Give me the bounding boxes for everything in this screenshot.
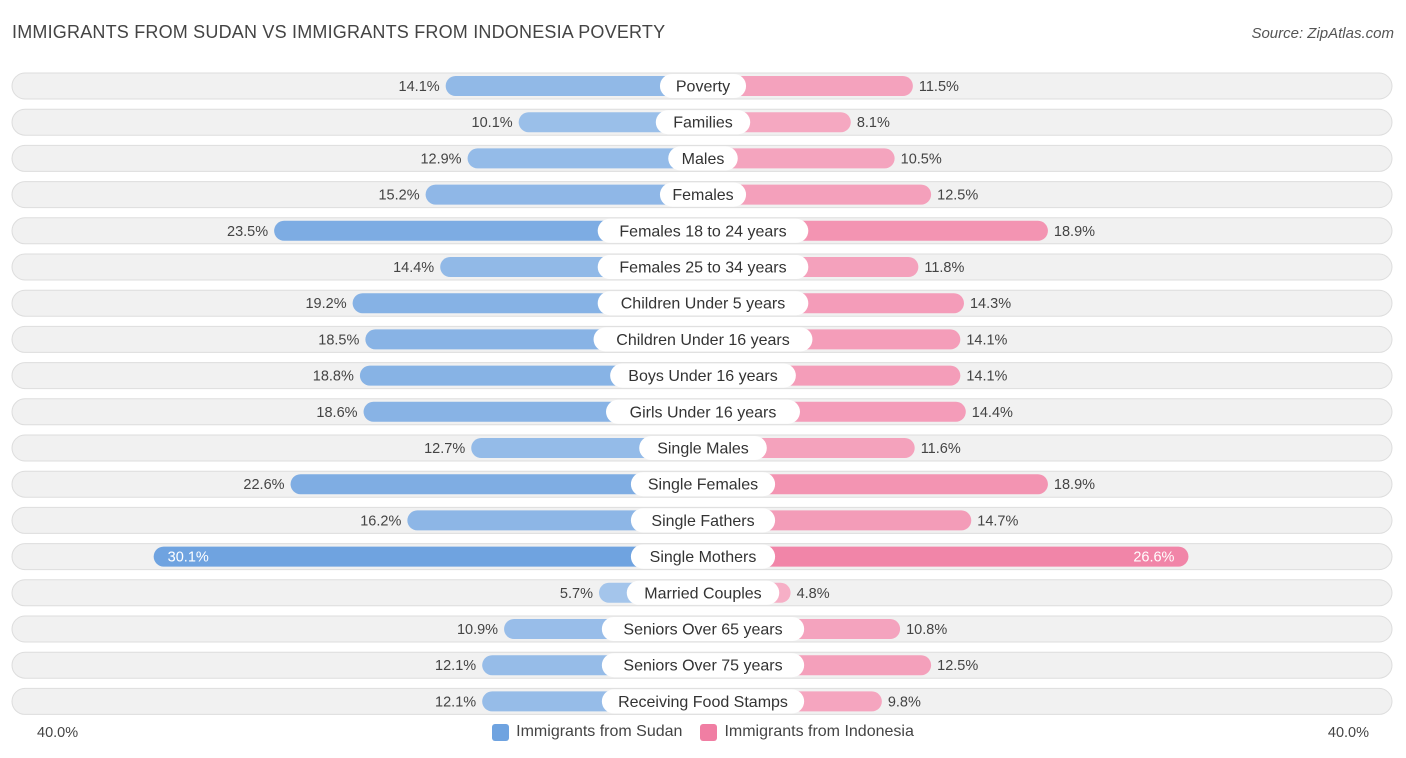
value-label-indonesia: 10.8% (906, 622, 947, 638)
value-label-sudan: 18.6% (316, 405, 357, 421)
value-label-indonesia: 4.8% (797, 586, 830, 602)
bar-sudan (290, 474, 703, 495)
value-label-sudan: 12.1% (435, 694, 476, 710)
value-label-sudan: 12.1% (435, 658, 476, 674)
value-label-sudan: 22.6% (243, 477, 284, 493)
category-pill (668, 146, 738, 171)
legend-swatch-indonesia (700, 723, 718, 741)
value-label-indonesia: 8.1% (857, 115, 890, 131)
legend-item-sudan: Immigrants from Sudan (492, 723, 682, 741)
value-label-sudan: 14.4% (393, 260, 434, 276)
value-label-indonesia: 11.6% (921, 441, 961, 457)
bar-indonesia (703, 184, 932, 205)
category-label: Females 25 to 34 years (619, 260, 786, 277)
chart-title: IMMIGRANTS FROM SUDAN VS IMMIGRANTS FROM… (12, 22, 666, 42)
category-pill (630, 472, 776, 497)
value-label-sudan: 5.7% (560, 586, 593, 602)
bar-sudan (425, 184, 703, 205)
value-label-indonesia: 9.8% (888, 694, 921, 710)
value-label-sudan: 15.2% (378, 188, 419, 204)
bar-indonesia (703, 474, 1048, 495)
value-label-sudan: 18.5% (318, 332, 359, 348)
legend-item-indonesia: Immigrants from Indonesia (700, 723, 914, 741)
category-label: Single Mothers (650, 549, 757, 566)
value-label-indonesia: 18.9% (1054, 224, 1095, 240)
category-label: Poverty (676, 79, 730, 96)
legend-label-indonesia: Immigrants from Indonesia (724, 723, 914, 740)
category-label: Married Couples (644, 585, 761, 602)
category-label: Families (673, 115, 733, 132)
legend-label-sudan: Immigrants from Sudan (516, 723, 683, 740)
category-label: Girls Under 16 years (630, 404, 777, 421)
category-label: Single Males (657, 441, 749, 458)
value-label-indonesia: 14.7% (977, 513, 1018, 529)
value-label-sudan: 12.7% (424, 441, 465, 457)
category-label: Single Fathers (651, 513, 754, 530)
value-label-sudan: 23.5% (227, 224, 268, 240)
bar-indonesia (703, 76, 913, 96)
category-pill (655, 110, 751, 135)
category-label: Seniors Over 65 years (623, 622, 782, 639)
value-label-indonesia: 18.9% (1054, 477, 1095, 493)
bar-indonesia (703, 148, 895, 169)
value-label-indonesia: 12.5% (937, 658, 978, 674)
category-pill (659, 74, 747, 98)
category-label: Receiving Food Stamps (618, 694, 788, 711)
category-pill (601, 617, 805, 641)
category-pill (601, 689, 805, 714)
category-label: Children Under 5 years (621, 296, 786, 313)
value-label-sudan: 30.1% (168, 550, 209, 566)
value-label-indonesia: 26.6% (1133, 550, 1174, 566)
category-label: Females (672, 187, 733, 204)
diverging-bar-chart: 14.1% 11.5% Poverty 10.1% 8.1% Families 12.9% 1… (11, 72, 1393, 715)
category-label: Males (682, 151, 725, 168)
category-label: Single Females (648, 477, 758, 494)
category-pill (659, 182, 747, 207)
category-pill (639, 436, 767, 460)
bar-sudan (274, 220, 703, 241)
category-pill (601, 653, 805, 678)
value-label-sudan: 12.9% (420, 151, 461, 167)
axis-label-right: 40.0% (1327, 725, 1369, 741)
category-pill (630, 508, 776, 533)
legend-swatch-sudan (492, 723, 510, 741)
category-pill (593, 327, 813, 352)
category-pill (610, 363, 796, 388)
value-label-indonesia: 10.5% (901, 151, 942, 167)
value-label-indonesia: 14.4% (972, 405, 1013, 421)
bar-indonesia (703, 546, 1189, 567)
category-pill (597, 291, 809, 316)
value-label-sudan: 18.8% (313, 369, 354, 385)
category-pill (597, 218, 809, 243)
category-label: Seniors Over 75 years (623, 658, 782, 675)
value-label-sudan: 10.1% (472, 115, 513, 131)
category-pill (597, 255, 809, 279)
category-pill (630, 544, 776, 569)
value-label-indonesia: 14.3% (970, 296, 1011, 312)
bar-sudan (445, 76, 703, 96)
category-pill (626, 580, 780, 605)
value-label-sudan: 10.9% (457, 622, 498, 638)
value-label-sudan: 19.2% (305, 296, 346, 312)
category-label: Children Under 16 years (616, 332, 789, 349)
value-label-indonesia: 12.5% (937, 188, 978, 204)
value-label-indonesia: 14.1% (966, 332, 1007, 348)
value-label-sudan: 16.2% (360, 513, 401, 529)
value-label-indonesia: 11.8% (924, 260, 964, 276)
category-pill (606, 399, 800, 424)
bar-sudan (153, 546, 704, 567)
category-label: Boys Under 16 years (628, 368, 777, 385)
value-label-indonesia: 14.1% (966, 369, 1007, 385)
value-label-sudan: 14.1% (399, 79, 440, 95)
bar-sudan (407, 510, 703, 531)
source-label: Source: ZipAtlas.com (1251, 25, 1394, 42)
legend: Immigrants from Sudan Immigrants from In… (0, 723, 1406, 741)
category-label: Females 18 to 24 years (619, 223, 786, 240)
axis-label-left: 40.0% (37, 725, 79, 741)
value-label-indonesia: 11.5% (919, 79, 959, 95)
bar-sudan (467, 148, 703, 169)
